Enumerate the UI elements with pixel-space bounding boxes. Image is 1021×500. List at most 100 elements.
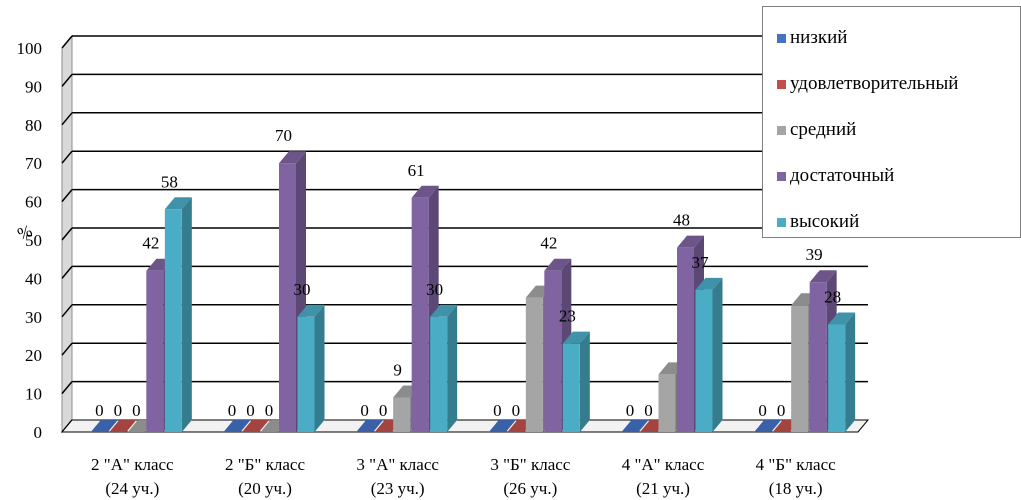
- bars: [90, 151, 856, 432]
- bar-top: [223, 420, 251, 432]
- data-label: 0: [626, 401, 635, 420]
- bar-front: [164, 209, 182, 432]
- y-tick-label: 10: [25, 385, 42, 404]
- legend-swatch: [777, 171, 786, 181]
- gridline-diagonal: [61, 150, 73, 164]
- data-label: 61: [408, 161, 425, 180]
- gridline-diagonal: [61, 112, 73, 126]
- data-label: 0: [114, 401, 123, 420]
- category-label: 4 "А" класс: [622, 455, 705, 474]
- bar-top: [754, 420, 782, 432]
- bar: [695, 277, 723, 432]
- bar: [90, 420, 118, 432]
- bar-top: [279, 151, 306, 164]
- data-label: 39: [806, 245, 823, 264]
- legend-item: удовлетворительный: [777, 71, 958, 97]
- data-label: 0: [360, 401, 369, 420]
- bar-top: [430, 304, 458, 317]
- bar-front: [809, 282, 827, 432]
- category-label: 2 "Б" класс: [225, 455, 305, 474]
- bar-top: [356, 420, 384, 432]
- category-sublabel: (23 уч.): [371, 479, 425, 498]
- gridline-diagonal: [61, 342, 73, 356]
- bar-front: [677, 247, 694, 432]
- category-sublabel: (18 уч.): [769, 479, 823, 498]
- bar: [356, 420, 384, 432]
- bar-front: [562, 343, 580, 432]
- bar-front: [279, 163, 296, 432]
- bar-side: [314, 304, 325, 432]
- y-tick-label: 40: [25, 269, 42, 288]
- data-label: 70: [275, 126, 292, 145]
- gridlines: [61, 35, 868, 433]
- legend-label: удовлетворительный: [790, 73, 959, 94]
- data-label: 30: [426, 280, 443, 299]
- bar: [828, 312, 856, 432]
- bar-front: [525, 297, 543, 432]
- bar-front: [393, 397, 411, 432]
- data-label: 0: [644, 401, 653, 420]
- category-label: 3 "Б" класс: [490, 455, 570, 474]
- category-label: 2 "А" класс: [91, 455, 174, 474]
- y-tick-label: 30: [25, 308, 42, 327]
- data-label: 48: [673, 211, 690, 230]
- data-label: 0: [95, 401, 104, 420]
- bar-top: [297, 304, 325, 317]
- legend-item: высокий: [777, 209, 859, 235]
- y-axis-title: %: [15, 221, 35, 244]
- bar-top: [488, 420, 516, 432]
- bar-front: [297, 316, 315, 432]
- bar-front: [544, 270, 562, 432]
- data-label: 37: [692, 253, 710, 272]
- data-label: 0: [512, 401, 521, 420]
- bar-side: [845, 312, 856, 432]
- y-tick-label: 60: [25, 193, 42, 212]
- bar-top: [164, 197, 192, 210]
- data-label: 42: [142, 234, 159, 253]
- y-tick-label: 70: [25, 154, 42, 173]
- bar-top: [242, 420, 269, 432]
- bar-top: [809, 270, 837, 283]
- data-label: 0: [228, 401, 237, 420]
- y-tick-label: 20: [25, 346, 42, 365]
- bar-front: [430, 316, 448, 432]
- bar-front: [828, 324, 846, 432]
- y-tick-label: 80: [25, 116, 42, 135]
- data-label: 30: [294, 280, 311, 299]
- gridline-diagonal: [61, 381, 73, 395]
- data-label: 23: [559, 307, 576, 326]
- data-label: 0: [379, 401, 388, 420]
- data-label: 0: [132, 401, 141, 420]
- bar: [242, 420, 269, 432]
- bar: [754, 420, 782, 432]
- y-tick-label: 0: [34, 423, 43, 442]
- bar-top: [828, 312, 856, 325]
- bar: [562, 331, 590, 432]
- legend-swatch: [777, 125, 786, 135]
- bar: [430, 304, 458, 432]
- legend: низкий удовлетворительный средний достаточн…: [762, 6, 1021, 238]
- bar: [297, 304, 325, 432]
- bar-top: [562, 331, 590, 344]
- bar-top: [677, 235, 704, 248]
- gridline-diagonal: [61, 227, 73, 241]
- legend-item: достаточный: [777, 163, 894, 189]
- gridline-diagonal: [61, 189, 73, 203]
- bar-side: [447, 304, 458, 432]
- category-sublabel: (24 уч.): [105, 479, 159, 498]
- bar: [164, 197, 192, 432]
- legend-item: средний: [777, 117, 856, 143]
- category-label: 3 "А" класс: [356, 455, 439, 474]
- bar-front: [146, 270, 164, 432]
- data-label: 9: [393, 360, 402, 379]
- legend-label: достаточный: [790, 165, 895, 186]
- data-label: 0: [777, 401, 786, 420]
- data-label: 42: [540, 234, 557, 253]
- bar-front: [695, 289, 713, 432]
- bar-top: [621, 420, 649, 432]
- bar-top: [695, 277, 723, 290]
- bar: [488, 420, 516, 432]
- y-tick-label: 50: [25, 231, 42, 250]
